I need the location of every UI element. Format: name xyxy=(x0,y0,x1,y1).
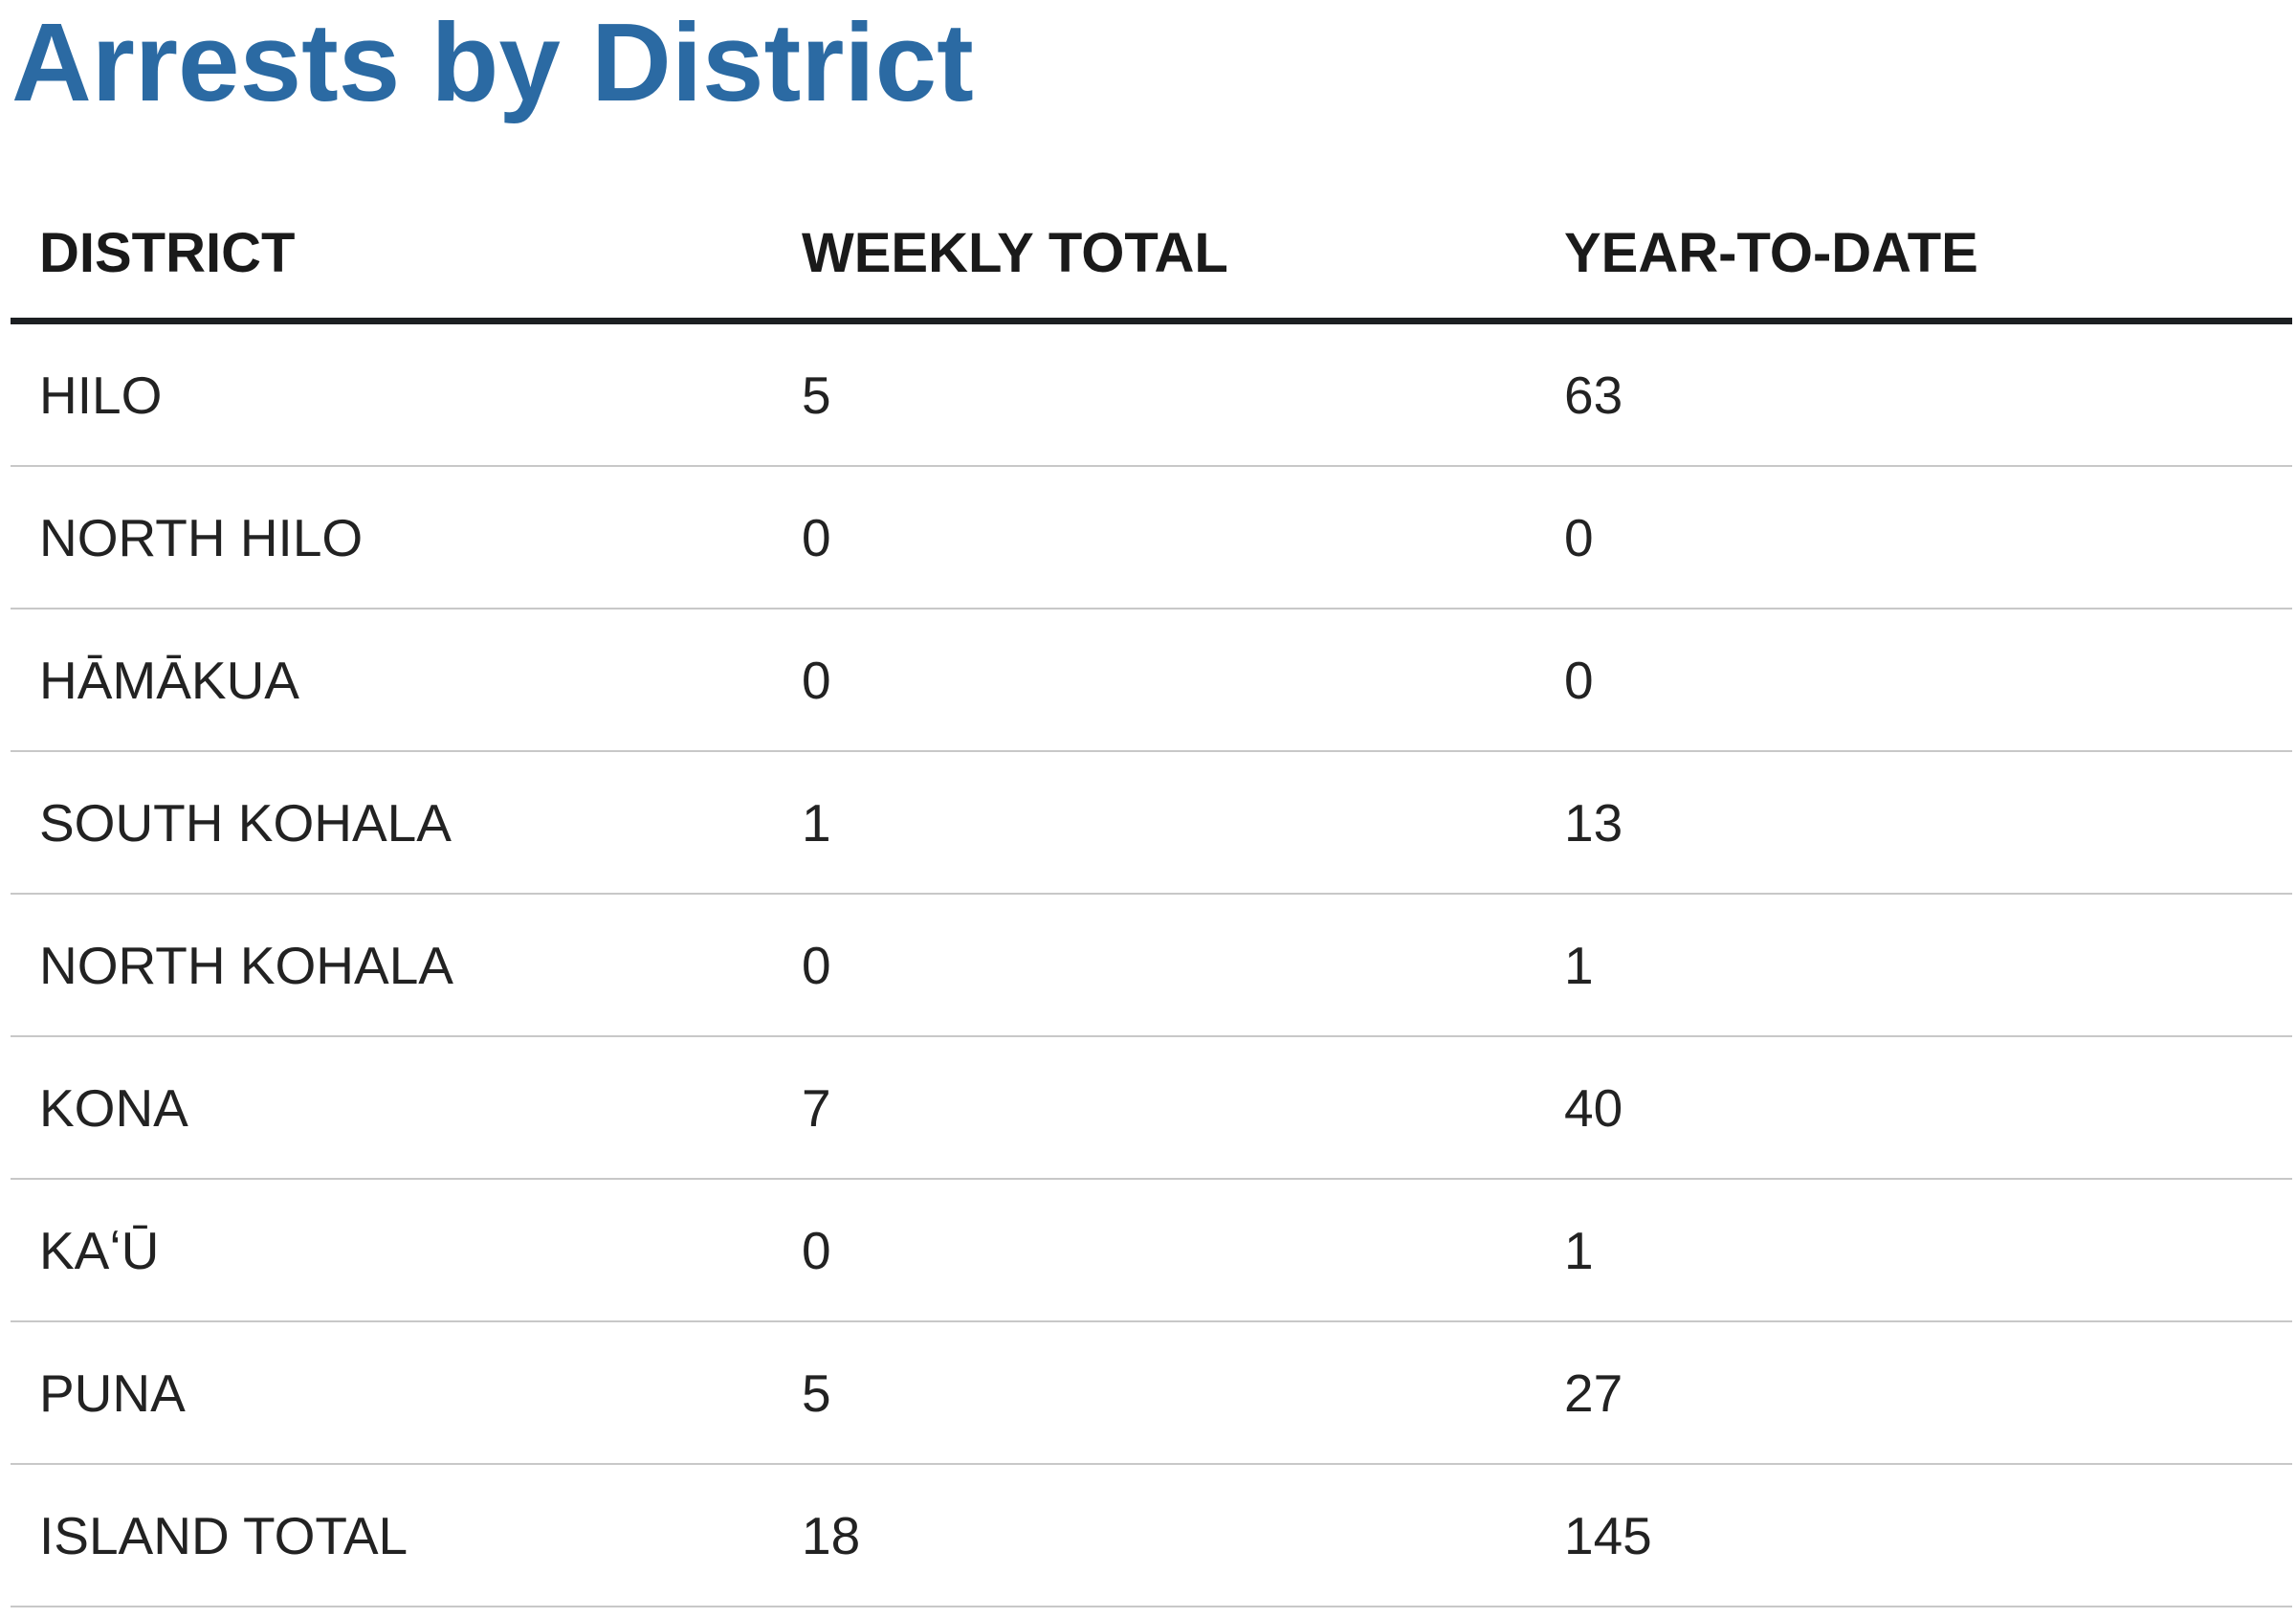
table-row: NORTH KOHALA 0 1 xyxy=(11,894,2292,1037)
district-cell: PUNA xyxy=(11,1321,773,1465)
year-to-date-cell: 63 xyxy=(1535,321,2292,467)
column-header-district: DISTRICT xyxy=(11,188,773,324)
district-cell: SOUTH KOHALA xyxy=(11,751,773,895)
weekly-total-cell: 0 xyxy=(773,1179,1535,1322)
district-cell: NORTH HILO xyxy=(11,466,773,610)
year-to-date-cell: 145 xyxy=(1535,1464,2292,1607)
district-cell: ISLAND TOTAL xyxy=(11,1464,773,1607)
weekly-total-cell: 1 xyxy=(773,751,1535,895)
column-header-year-to-date: YEAR-TO-DATE xyxy=(1535,188,2292,324)
page-title: Arrests by District xyxy=(11,0,974,124)
table-row: HILO 5 63 xyxy=(11,321,2292,467)
arrests-table: DISTRICT WEEKLY TOTAL YEAR-TO-DATE HILO … xyxy=(11,188,2292,1607)
table-row-total: ISLAND TOTAL 18 145 xyxy=(11,1464,2292,1607)
table-row: PUNA 5 27 xyxy=(11,1321,2292,1465)
column-header-weekly-total: WEEKLY TOTAL xyxy=(773,188,1535,324)
weekly-total-cell: 5 xyxy=(773,321,1535,467)
district-cell: NORTH KOHALA xyxy=(11,894,773,1037)
table-row: KONA 7 40 xyxy=(11,1036,2292,1180)
table-row: NORTH HILO 0 0 xyxy=(11,466,2292,610)
year-to-date-cell: 0 xyxy=(1535,609,2292,752)
table-row: KAʻŪ 0 1 xyxy=(11,1179,2292,1322)
district-cell: HILO xyxy=(11,321,773,467)
weekly-total-cell: 0 xyxy=(773,466,1535,610)
year-to-date-cell: 1 xyxy=(1535,894,2292,1037)
year-to-date-cell: 0 xyxy=(1535,466,2292,610)
district-cell: KONA xyxy=(11,1036,773,1180)
year-to-date-cell: 27 xyxy=(1535,1321,2292,1465)
table-header-row: DISTRICT WEEKLY TOTAL YEAR-TO-DATE xyxy=(11,188,2292,324)
weekly-total-cell: 5 xyxy=(773,1321,1535,1465)
district-cell: HĀMĀKUA xyxy=(11,609,773,752)
year-to-date-cell: 1 xyxy=(1535,1179,2292,1322)
table-row: SOUTH KOHALA 1 13 xyxy=(11,751,2292,895)
weekly-total-cell: 7 xyxy=(773,1036,1535,1180)
year-to-date-cell: 40 xyxy=(1535,1036,2292,1180)
weekly-total-cell: 18 xyxy=(773,1464,1535,1607)
weekly-total-cell: 0 xyxy=(773,609,1535,752)
weekly-total-cell: 0 xyxy=(773,894,1535,1037)
district-cell: KAʻŪ xyxy=(11,1179,773,1322)
table-row: HĀMĀKUA 0 0 xyxy=(11,609,2292,752)
year-to-date-cell: 13 xyxy=(1535,751,2292,895)
